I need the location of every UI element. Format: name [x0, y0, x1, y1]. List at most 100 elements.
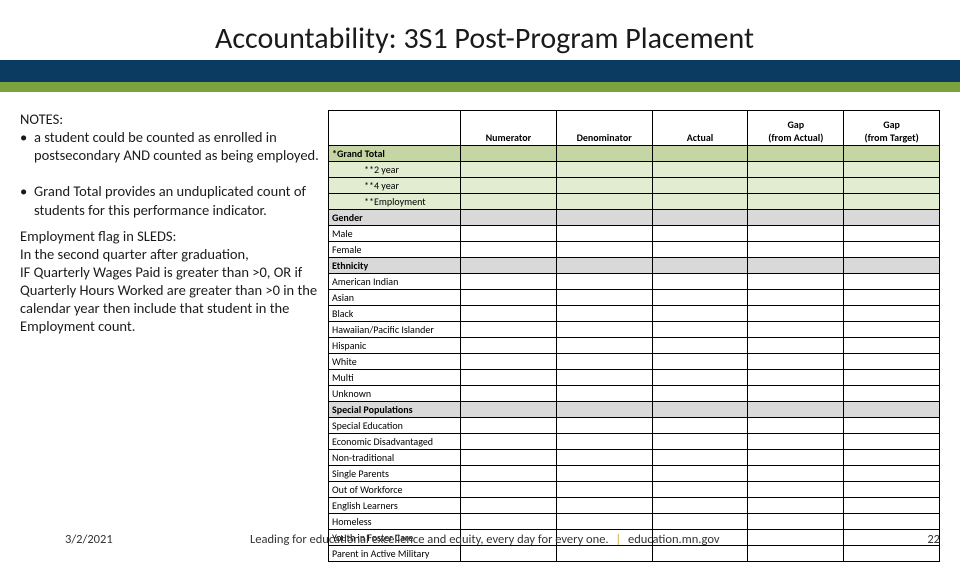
col-gap-actual: Gap (from Actual) — [748, 111, 844, 146]
cell — [748, 370, 844, 386]
cell — [844, 178, 940, 194]
cell — [748, 434, 844, 450]
table-row: Hawaiian/Pacific Islander — [329, 322, 940, 338]
cell — [844, 242, 940, 258]
sleds-note: Employment flag in SLEDS: In the second … — [20, 227, 320, 336]
cell — [748, 194, 844, 210]
row-label: Homeless — [329, 514, 461, 530]
table-row: **Employment — [329, 194, 940, 210]
cell — [461, 290, 557, 306]
cell — [556, 258, 652, 274]
cell — [748, 306, 844, 322]
col-blank — [329, 111, 461, 146]
cell — [652, 194, 748, 210]
cell — [748, 466, 844, 482]
row-label: Hawaiian/Pacific Islander — [329, 322, 461, 338]
cell — [461, 194, 557, 210]
cell — [748, 546, 844, 562]
cell — [748, 514, 844, 530]
table-row: Gender — [329, 210, 940, 226]
cell — [652, 242, 748, 258]
header-band — [0, 60, 960, 82]
row-label: Gender — [329, 210, 461, 226]
col-numerator: Numerator — [461, 111, 557, 146]
cell — [652, 258, 748, 274]
row-label: Multi — [329, 370, 461, 386]
cell — [556, 418, 652, 434]
cell — [748, 146, 844, 162]
row-label: Female — [329, 242, 461, 258]
cell — [748, 354, 844, 370]
cell — [748, 450, 844, 466]
col-gap-target: Gap (from Target) — [844, 111, 940, 146]
cell — [652, 402, 748, 418]
col-actual: Actual — [652, 111, 748, 146]
table-row: English Learners — [329, 498, 940, 514]
row-label: Unknown — [329, 386, 461, 402]
row-label: White — [329, 354, 461, 370]
table-row: Parent in Active Military — [329, 546, 940, 562]
table-row: Ethnicity — [329, 258, 940, 274]
cell — [844, 434, 940, 450]
cell — [461, 162, 557, 178]
cell — [556, 322, 652, 338]
cell — [461, 210, 557, 226]
cell — [844, 498, 940, 514]
cell — [844, 354, 940, 370]
row-label: **2 year — [329, 162, 461, 178]
cell — [461, 178, 557, 194]
row-label: Hispanic — [329, 338, 461, 354]
cell — [748, 258, 844, 274]
cell — [461, 434, 557, 450]
table-row: **4 year — [329, 178, 940, 194]
table-row: Single Parents — [329, 466, 940, 482]
table-header-row: Numerator Denominator Actual Gap (from A… — [329, 111, 940, 146]
cell — [556, 274, 652, 290]
notes-heading: NOTES: — [20, 110, 320, 128]
row-label: Special Populations — [329, 402, 461, 418]
table-row: Special Education — [329, 418, 940, 434]
cell — [461, 386, 557, 402]
table-row: **2 year — [329, 162, 940, 178]
cell — [556, 162, 652, 178]
row-label: Non-traditional — [329, 450, 461, 466]
cell — [748, 242, 844, 258]
cell — [461, 338, 557, 354]
cell — [652, 290, 748, 306]
cell — [844, 162, 940, 178]
row-label: **Employment — [329, 194, 461, 210]
cell — [652, 210, 748, 226]
cell — [652, 434, 748, 450]
cell — [844, 258, 940, 274]
cell — [844, 514, 940, 530]
cell — [461, 482, 557, 498]
row-label: English Learners — [329, 498, 461, 514]
cell — [461, 226, 557, 242]
cell — [556, 338, 652, 354]
cell — [556, 290, 652, 306]
table-row: Economic Disadvantaged — [329, 434, 940, 450]
row-label: Special Education — [329, 418, 461, 434]
cell — [556, 194, 652, 210]
cell — [461, 274, 557, 290]
cell — [748, 402, 844, 418]
table-row: Unknown — [329, 386, 940, 402]
title-area: Accountability: 3S1 Post-Program Placeme… — [0, 0, 960, 60]
cell — [461, 322, 557, 338]
table-row: Male — [329, 226, 940, 242]
cell — [652, 338, 748, 354]
cell — [461, 306, 557, 322]
cell — [652, 498, 748, 514]
cell — [844, 338, 940, 354]
table-row: *Grand Total — [329, 146, 940, 162]
cell — [844, 146, 940, 162]
bullet-icon: • — [20, 128, 34, 164]
cell — [556, 242, 652, 258]
cell — [844, 322, 940, 338]
cell — [461, 146, 557, 162]
green-band — [0, 82, 960, 92]
table-row: Non-traditional — [329, 450, 940, 466]
notes-bullet-1: • a student could be counted as enrolled… — [20, 128, 320, 164]
cell — [748, 210, 844, 226]
cell — [652, 322, 748, 338]
